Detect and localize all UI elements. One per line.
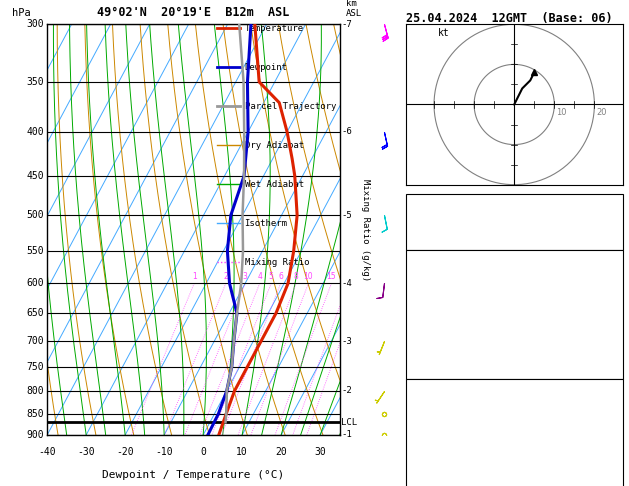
Text: 20: 20 bbox=[276, 447, 287, 457]
Text: 10: 10 bbox=[304, 272, 313, 281]
Point bbox=[237, 65, 244, 70]
Text: CIN (J): CIN (J) bbox=[411, 475, 455, 485]
Text: Dry Adiabat: Dry Adiabat bbox=[245, 141, 304, 150]
Text: CAPE (J): CAPE (J) bbox=[411, 456, 460, 466]
Text: hPa: hPa bbox=[13, 8, 31, 18]
Text: 600: 600 bbox=[26, 278, 44, 288]
Text: 0: 0 bbox=[613, 364, 620, 374]
Text: 550: 550 bbox=[26, 246, 44, 256]
Text: Dewpoint: Dewpoint bbox=[245, 63, 287, 72]
Text: 914: 914 bbox=[601, 401, 620, 411]
Text: 750: 750 bbox=[26, 362, 44, 372]
Point bbox=[213, 25, 221, 31]
Text: Wet Adiabat: Wet Adiabat bbox=[245, 180, 304, 189]
Text: Dewp (°C): Dewp (°C) bbox=[411, 290, 467, 300]
Text: 10: 10 bbox=[556, 107, 567, 117]
Text: PW (cm): PW (cm) bbox=[411, 236, 455, 245]
Text: 297: 297 bbox=[601, 419, 620, 429]
Text: θₑ (K): θₑ (K) bbox=[411, 419, 448, 429]
Point bbox=[213, 260, 221, 265]
Text: θₑ(K): θₑ(K) bbox=[411, 309, 442, 318]
Text: 13: 13 bbox=[607, 199, 620, 208]
Text: 350: 350 bbox=[26, 77, 44, 87]
Text: kt: kt bbox=[438, 28, 450, 38]
Text: 700: 700 bbox=[26, 336, 44, 346]
Text: Isotherm: Isotherm bbox=[245, 219, 287, 228]
Text: 49°02'N  20°19'E  B12m  ASL: 49°02'N 20°19'E B12m ASL bbox=[97, 6, 289, 19]
Text: 30: 30 bbox=[314, 447, 326, 457]
Text: km
ASL: km ASL bbox=[345, 0, 362, 18]
Text: 650: 650 bbox=[26, 308, 44, 318]
Text: 0: 0 bbox=[200, 447, 206, 457]
Text: -20: -20 bbox=[116, 447, 134, 457]
Text: 5: 5 bbox=[269, 272, 274, 281]
Text: -5: -5 bbox=[341, 211, 352, 220]
Text: Temperature: Temperature bbox=[245, 24, 304, 33]
Text: 850: 850 bbox=[26, 409, 44, 418]
Point bbox=[237, 142, 244, 148]
Text: -3: -3 bbox=[341, 336, 352, 346]
Text: -10: -10 bbox=[155, 447, 173, 457]
Point bbox=[237, 104, 244, 109]
Text: 1: 1 bbox=[192, 272, 197, 281]
Text: Mixing Ratio (g/kg): Mixing Ratio (g/kg) bbox=[362, 178, 370, 281]
Text: 20: 20 bbox=[596, 107, 607, 117]
Text: 4: 4 bbox=[613, 272, 620, 281]
Text: CAPE (J): CAPE (J) bbox=[411, 346, 460, 355]
Text: K: K bbox=[411, 199, 417, 208]
Text: LCL: LCL bbox=[341, 418, 357, 427]
Text: -40: -40 bbox=[38, 447, 56, 457]
Text: 10: 10 bbox=[237, 447, 248, 457]
Text: 400: 400 bbox=[26, 127, 44, 137]
Text: -30: -30 bbox=[77, 447, 95, 457]
Text: Parcel Trajectory: Parcel Trajectory bbox=[245, 102, 336, 111]
Point bbox=[237, 182, 244, 188]
Point bbox=[237, 221, 244, 226]
Text: 450: 450 bbox=[26, 171, 44, 181]
Text: 80: 80 bbox=[607, 456, 620, 466]
Text: 0: 0 bbox=[613, 475, 620, 485]
Text: Totals Totals: Totals Totals bbox=[411, 217, 492, 227]
Text: Lifted Index: Lifted Index bbox=[411, 438, 486, 448]
Point bbox=[213, 182, 221, 188]
Text: 2: 2 bbox=[613, 438, 620, 448]
Text: 8: 8 bbox=[294, 272, 299, 281]
Text: 800: 800 bbox=[26, 386, 44, 396]
Text: 900: 900 bbox=[26, 430, 44, 440]
Point bbox=[237, 25, 244, 31]
Text: Surface: Surface bbox=[493, 253, 536, 263]
Text: 0.77: 0.77 bbox=[594, 236, 620, 245]
Text: 2: 2 bbox=[223, 272, 228, 281]
Text: -4: -4 bbox=[341, 279, 352, 288]
Text: 15: 15 bbox=[326, 272, 337, 281]
Text: Dewpoint / Temperature (°C): Dewpoint / Temperature (°C) bbox=[103, 470, 284, 480]
Text: Pressure (mb): Pressure (mb) bbox=[411, 401, 492, 411]
Text: CIN (J): CIN (J) bbox=[411, 364, 455, 374]
Text: 53: 53 bbox=[607, 217, 620, 227]
Text: Mixing Ratio: Mixing Ratio bbox=[245, 258, 309, 267]
Point bbox=[213, 104, 221, 109]
Text: -6: -6 bbox=[341, 127, 352, 137]
Text: 3: 3 bbox=[243, 272, 248, 281]
Text: -7: -7 bbox=[341, 20, 352, 29]
Text: 1.2: 1.2 bbox=[601, 290, 620, 300]
Text: 500: 500 bbox=[26, 210, 44, 220]
Text: 300: 300 bbox=[26, 19, 44, 29]
Point bbox=[213, 221, 221, 226]
Text: 4: 4 bbox=[257, 272, 262, 281]
Point bbox=[213, 142, 221, 148]
Text: Most Unstable: Most Unstable bbox=[474, 382, 555, 392]
Text: 6: 6 bbox=[278, 272, 283, 281]
Text: 297: 297 bbox=[601, 309, 620, 318]
Text: 25.04.2024  12GMT  (Base: 06): 25.04.2024 12GMT (Base: 06) bbox=[406, 12, 612, 25]
Text: Temp (°C): Temp (°C) bbox=[411, 272, 467, 281]
Text: 2: 2 bbox=[613, 327, 620, 337]
Text: 80: 80 bbox=[607, 346, 620, 355]
Text: © weatheronline.co.uk: © weatheronline.co.uk bbox=[406, 472, 518, 481]
Text: -1: -1 bbox=[341, 431, 352, 439]
Point bbox=[237, 260, 244, 265]
Text: -2: -2 bbox=[341, 386, 352, 396]
Point bbox=[213, 65, 221, 70]
Text: Lifted Index: Lifted Index bbox=[411, 327, 486, 337]
